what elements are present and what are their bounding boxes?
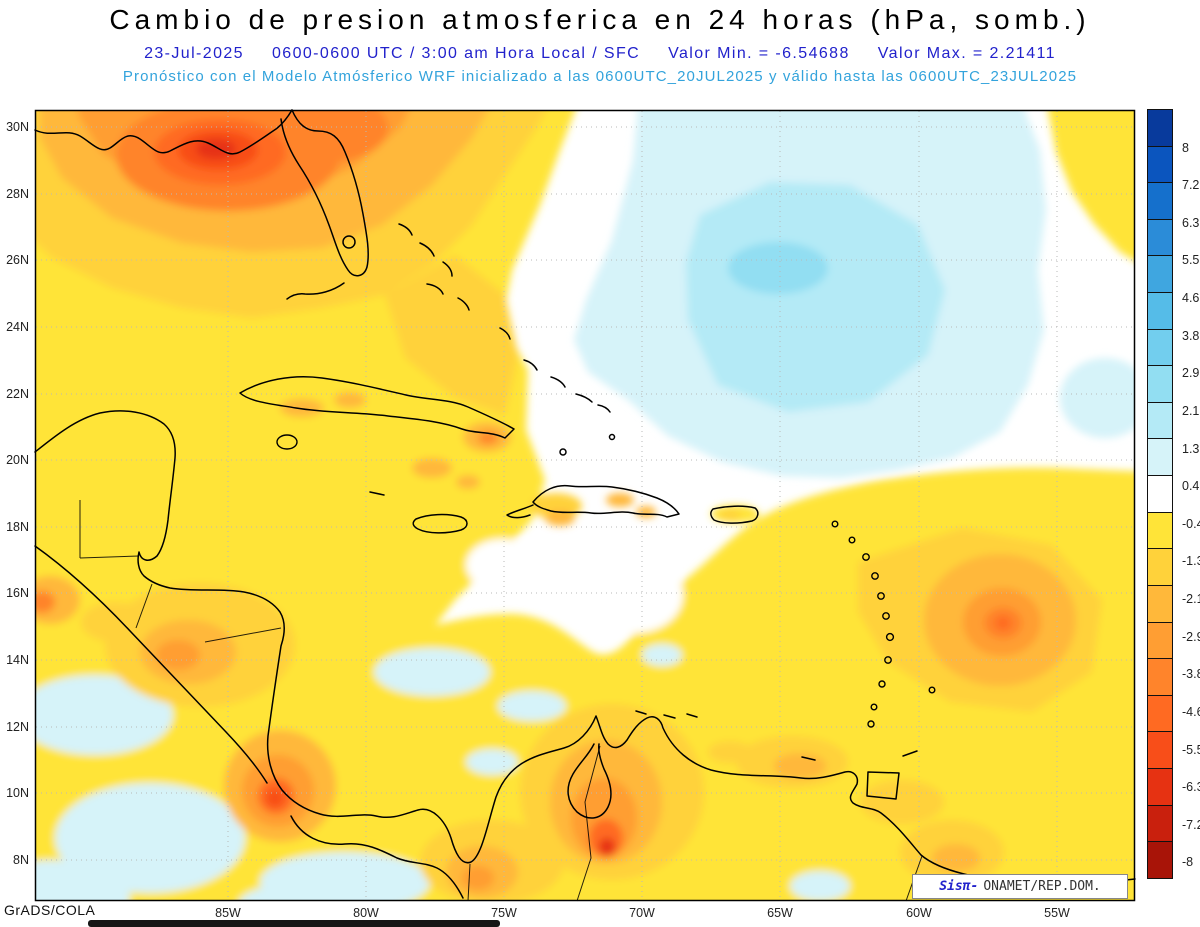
trinidad-coastline — [866, 771, 900, 800]
colorbar-label: 1.3 — [1182, 441, 1200, 456]
lon-tick-label: 65W — [767, 906, 793, 920]
tobago — [902, 750, 918, 757]
tiburon-peninsula — [506, 504, 534, 519]
colorbar-label: -7.2 — [1182, 817, 1200, 832]
hispaniola-coastline — [532, 484, 680, 518]
colorbar-label: 5.5 — [1182, 253, 1200, 268]
colorbar-swatch — [1147, 109, 1173, 147]
colorbar-swatch — [1147, 548, 1173, 586]
bottom-artifact-bar — [88, 920, 500, 927]
source-badge: Sisπ- ONAMET/REP.DOM. — [912, 874, 1128, 899]
colorbar-label: -0.4 — [1182, 516, 1200, 531]
colorbar-label: 8 — [1182, 140, 1189, 155]
lon-tick-label: 55W — [1044, 906, 1070, 920]
colorbar-label: -2.1 — [1182, 592, 1200, 607]
colorbar-label: -2.9 — [1182, 629, 1200, 644]
colorbar-swatch — [1147, 621, 1173, 660]
colorbar-label: 6.3 — [1182, 215, 1200, 230]
cayman-islands — [369, 491, 385, 496]
lesser-antilles-islands — [831, 520, 936, 728]
header-line2: Pronóstico con el Modelo Atmósferico WRF… — [122, 68, 1078, 85]
florida-keys — [286, 282, 345, 300]
colorbar-label: 0.4 — [1182, 479, 1200, 494]
colorbar-swatch — [1147, 292, 1173, 330]
colorbar-swatch — [1147, 804, 1173, 843]
colorbar-label: -5.5 — [1182, 742, 1200, 757]
lat-tick-label: 8N — [13, 853, 29, 867]
lat-tick-label: 12N — [6, 720, 29, 734]
colorbar-label: 3.8 — [1182, 328, 1200, 343]
us-gulf-coastline — [34, 109, 293, 155]
jamaica-coastline — [412, 513, 468, 534]
colorbar-label: 7.2 — [1182, 178, 1200, 193]
colorbar-swatch — [1147, 255, 1173, 294]
lake-okeechobee — [342, 235, 356, 249]
page-title: Cambio de presion atmosferica en 24 hora… — [109, 4, 1091, 35]
grads-credit: GrADS/COLA — [4, 902, 96, 918]
colorbar-label: -6.3 — [1182, 780, 1200, 795]
colorbar-swatch — [1147, 511, 1173, 550]
lat-tick-label: 22N — [6, 387, 29, 401]
colorbar-label: 4.6 — [1182, 291, 1200, 306]
lon-tick-label: 85W — [215, 906, 241, 920]
lat-tick-label: 30N — [6, 120, 29, 134]
colorbar-label: -8 — [1182, 855, 1194, 870]
puerto-rico-coastline — [710, 505, 759, 524]
axis-tick-labels: 30N 28N 26N 24N 22N 20N 18N 16N 14N 12N 10N 8N 85W 80… — [6, 120, 1070, 920]
colorbar-swatch — [1147, 584, 1173, 623]
colorbar-swatch — [1147, 694, 1173, 733]
florida-coastline — [280, 109, 369, 277]
lat-tick-label: 14N — [6, 653, 29, 667]
cuba-coastline — [239, 376, 515, 439]
colorbar-swatch — [1147, 841, 1173, 879]
header-max-value: Valor Max. = 2.21411 — [877, 45, 1056, 62]
header-period: 0600-0600 UTC / 3:00 am Hora Local / SFC — [271, 45, 641, 62]
map-frame — [34, 109, 1136, 902]
colorbar-label: -1.3 — [1182, 554, 1200, 569]
colorbar-swatch — [1147, 767, 1173, 806]
lat-tick-label: 16N — [6, 586, 29, 600]
header-date: 23-Jul-2025 — [144, 45, 244, 62]
lat-tick-label: 10N — [6, 786, 29, 800]
header-min-value: Valor Min. = -6.54688 — [668, 45, 850, 62]
bahamas-islands — [398, 223, 616, 456]
grid-layer — [36, 111, 1134, 900]
lon-tick-label: 75W — [491, 906, 517, 920]
colorbar-label: -3.8 — [1182, 667, 1200, 682]
colorbar-label: 2.9 — [1182, 366, 1200, 381]
lon-tick-label: 70W — [629, 906, 655, 920]
lat-tick-label: 18N — [6, 520, 29, 534]
abc-islands — [635, 710, 816, 761]
colorbar — [1147, 109, 1173, 879]
colorbar-swatch — [1147, 731, 1173, 769]
colorbar-label: -4.6 — [1182, 704, 1200, 719]
colorbar-swatch — [1147, 658, 1173, 696]
lat-tick-label: 20N — [6, 453, 29, 467]
colorbar-label: 2.1 — [1182, 403, 1200, 418]
header-line1: 23-Jul-2025 0600-0600 UTC / 3:00 am Hora… — [0, 45, 1200, 63]
colorbar-swatch — [1147, 365, 1173, 403]
lake-maracaibo — [567, 743, 612, 819]
colorbar-swatch — [1147, 218, 1173, 257]
isle-of-youth — [276, 434, 298, 450]
colorbar-labels: 8 7.2 6.3 5.5 4.6 3.8 2.9 2.1 1.3 0.4 -0.4 -1.3 -2.1… — [1147, 110, 1200, 900]
lat-tick-label: 28N — [6, 187, 29, 201]
coastlines — [34, 109, 1136, 899]
lon-tick-label: 80W — [353, 906, 379, 920]
lat-tick-label: 24N — [6, 320, 29, 334]
panama-pacific-coastline — [290, 815, 464, 899]
lat-tick-label: 26N — [6, 253, 29, 267]
badge-onamet-label: ONAMET/REP.DOM. — [983, 879, 1101, 894]
shaded-field — [36, 111, 1134, 900]
lon-tick-label: 60W — [906, 906, 932, 920]
central-america-caribbean-coastline — [34, 410, 1136, 886]
pacific-coastline — [34, 545, 268, 784]
badge-sis-label: Sisπ- — [939, 879, 979, 894]
